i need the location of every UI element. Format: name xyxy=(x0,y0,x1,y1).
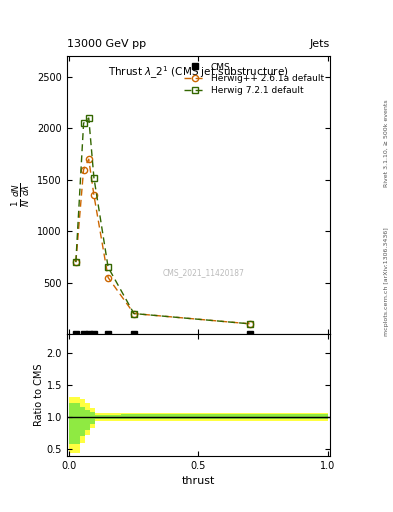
Herwig 7.2.1 default xyxy=(81,120,86,126)
Y-axis label: Ratio to CMS: Ratio to CMS xyxy=(34,364,44,426)
Herwig++ 2.6.1a default xyxy=(81,166,86,173)
Text: 13000 GeV pp: 13000 GeV pp xyxy=(67,38,146,49)
Text: CMS_2021_11420187: CMS_2021_11420187 xyxy=(163,268,245,278)
Herwig 7.2.1 default xyxy=(92,175,96,181)
CMS xyxy=(106,331,110,337)
Herwig 7.2.1 default xyxy=(73,259,78,265)
Text: Thrust $\lambda\_2^1$ (CMS jet substructure): Thrust $\lambda\_2^1$ (CMS jet substruct… xyxy=(108,65,289,81)
Herwig++ 2.6.1a default xyxy=(73,259,78,265)
Line: Herwig 7.2.1 default: Herwig 7.2.1 default xyxy=(73,115,253,327)
Herwig 7.2.1 default xyxy=(86,115,91,121)
CMS xyxy=(248,331,252,337)
Herwig++ 2.6.1a default xyxy=(248,321,252,327)
Legend: CMS, Herwig++ 2.6.1a default, Herwig 7.2.1 default: CMS, Herwig++ 2.6.1a default, Herwig 7.2… xyxy=(182,61,326,97)
Y-axis label: $\frac{1}{N}\,\frac{dN}{d\lambda}$: $\frac{1}{N}\,\frac{dN}{d\lambda}$ xyxy=(10,183,32,207)
Herwig++ 2.6.1a default xyxy=(132,310,136,316)
CMS xyxy=(73,331,78,337)
Line: Herwig++ 2.6.1a default: Herwig++ 2.6.1a default xyxy=(73,156,253,327)
CMS xyxy=(86,331,91,337)
Herwig 7.2.1 default xyxy=(132,310,136,316)
Line: CMS: CMS xyxy=(73,331,253,337)
Herwig++ 2.6.1a default xyxy=(92,192,96,198)
Text: mcplots.cern.ch [arXiv:1306.3436]: mcplots.cern.ch [arXiv:1306.3436] xyxy=(384,227,389,336)
Herwig++ 2.6.1a default xyxy=(106,274,110,281)
Text: Jets: Jets xyxy=(310,38,330,49)
CMS xyxy=(81,331,86,337)
X-axis label: thrust: thrust xyxy=(182,476,215,486)
Text: Rivet 3.1.10, ≥ 500k events: Rivet 3.1.10, ≥ 500k events xyxy=(384,99,389,187)
CMS xyxy=(132,331,136,337)
Herwig++ 2.6.1a default xyxy=(86,156,91,162)
CMS xyxy=(92,331,96,337)
Herwig 7.2.1 default xyxy=(248,321,252,327)
Herwig 7.2.1 default xyxy=(106,264,110,270)
